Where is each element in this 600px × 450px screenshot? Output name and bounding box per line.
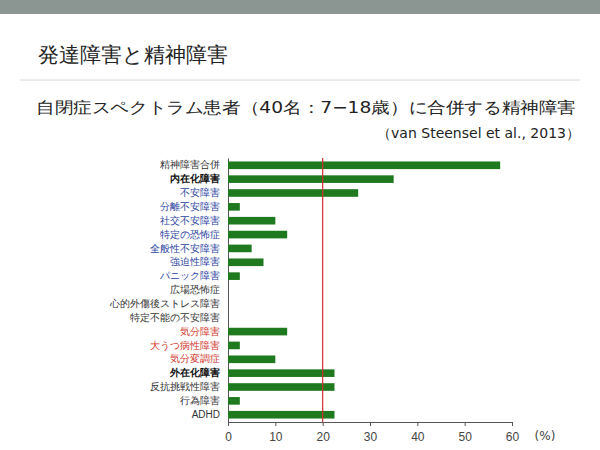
category-label: 特定の恐怖症 bbox=[160, 229, 220, 240]
y-tick: パニック障害 bbox=[159, 270, 220, 281]
y-tick: ADHD bbox=[192, 409, 220, 420]
slide: 発達障害と精神障害自閉症スペクトラム患者（40名：7−18歳）に合併する精神障害… bbox=[0, 0, 600, 450]
x-tick-label: 50 bbox=[458, 430, 472, 444]
category-label: 外在化障害 bbox=[169, 367, 220, 378]
x-tick-mark bbox=[323, 422, 324, 426]
y-tick: 強迫性障害 bbox=[170, 256, 220, 267]
bar bbox=[228, 383, 335, 391]
y-tick: 分離不安障害 bbox=[160, 201, 220, 212]
top-band bbox=[0, 0, 600, 14]
y-tick: 反抗挑戦性障害 bbox=[150, 381, 220, 392]
y-tick: 全般性不安障害 bbox=[150, 243, 220, 254]
bar bbox=[228, 300, 229, 308]
bar bbox=[228, 397, 240, 405]
bar bbox=[228, 245, 252, 253]
y-tick: 気分変調症 bbox=[170, 353, 220, 364]
x-tick-mark bbox=[417, 422, 418, 426]
category-label: 分離不安障害 bbox=[160, 201, 220, 212]
x-tick-label: 60 bbox=[506, 430, 520, 444]
x-tick-mark bbox=[465, 422, 466, 426]
y-tick: 内在化障害 bbox=[170, 173, 220, 184]
y-axis-line bbox=[228, 159, 229, 423]
title-rule bbox=[20, 80, 580, 81]
category-label: 特定不能の不安障害 bbox=[130, 312, 220, 323]
x-tick: 50 bbox=[458, 422, 472, 444]
bar bbox=[228, 314, 229, 322]
x-tick-label: 20 bbox=[316, 430, 330, 444]
category-label: 気分変調症 bbox=[170, 353, 220, 364]
y-tick: 社交不安障害 bbox=[160, 215, 220, 226]
bar bbox=[228, 175, 394, 183]
bar bbox=[228, 258, 264, 266]
category-label: 社交不安障害 bbox=[160, 215, 220, 226]
category-label: 大うつ病性障害 bbox=[150, 340, 220, 351]
category-label: 気分障害 bbox=[180, 326, 220, 337]
category-label: ADHD bbox=[192, 409, 220, 420]
y-tick: 心的外傷後ストレス障害 bbox=[109, 298, 220, 309]
y-tick: 不安障害 bbox=[180, 187, 220, 198]
category-label: 不安障害 bbox=[180, 187, 220, 198]
y-tick: 精神障害合併 bbox=[160, 159, 220, 170]
bar bbox=[228, 161, 500, 169]
category-label: 内在化障害 bbox=[170, 173, 220, 184]
chart-subtitle: （van Steensel et al., 2013） bbox=[377, 125, 580, 141]
x-tick-label: 40 bbox=[411, 430, 425, 444]
y-tick: 外在化障害 bbox=[169, 367, 220, 378]
y-axis: 精神障害合併内在化障害不安障害分離不安障害社交不安障害特定の恐怖症全般性不安障害… bbox=[109, 159, 229, 423]
bar bbox=[228, 272, 240, 280]
x-tick: 60 bbox=[506, 422, 520, 444]
bar bbox=[228, 369, 335, 377]
x-tick-label: 30 bbox=[364, 430, 378, 444]
category-label: 広場恐怖症 bbox=[170, 284, 220, 295]
category-label: 精神障害合併 bbox=[160, 159, 220, 170]
bar bbox=[228, 355, 275, 363]
y-tick: 特定の恐怖症 bbox=[160, 229, 220, 240]
x-tick: 40 bbox=[411, 422, 425, 444]
bar bbox=[228, 342, 240, 350]
x-tick: 0 bbox=[225, 422, 232, 444]
x-tick: 30 bbox=[364, 422, 378, 444]
y-tick: 大うつ病性障害 bbox=[150, 340, 220, 351]
x-tick-mark bbox=[512, 422, 513, 426]
category-label: 強迫性障害 bbox=[170, 256, 220, 267]
y-tick: 気分障害 bbox=[180, 326, 220, 337]
reference-line bbox=[322, 158, 323, 422]
y-tick: 行為障害 bbox=[180, 395, 220, 406]
chart-title: 自閉症スペクトラム患者（40名：7−18歳）に合併する精神障害 bbox=[36, 98, 576, 117]
x-tick: 10 bbox=[269, 422, 283, 444]
x-tick-label: 10 bbox=[269, 430, 283, 444]
bar bbox=[228, 286, 229, 294]
bar bbox=[228, 411, 335, 419]
y-tick: 広場恐怖症 bbox=[170, 284, 220, 295]
x-tick-mark bbox=[228, 422, 229, 426]
bar bbox=[228, 231, 287, 239]
x-axis-title: (%) bbox=[535, 429, 556, 443]
y-tick: 特定不能の不安障害 bbox=[130, 312, 220, 323]
category-label: 反抗挑戦性障害 bbox=[150, 381, 220, 392]
bar bbox=[228, 189, 358, 197]
category-label: 全般性不安障害 bbox=[150, 243, 220, 254]
category-label: 行為障害 bbox=[180, 395, 220, 406]
x-tick-label: 0 bbox=[225, 430, 232, 444]
bar bbox=[228, 217, 275, 225]
category-label: 心的外傷後ストレス障害 bbox=[109, 298, 220, 309]
plot-area bbox=[228, 158, 500, 422]
x-tick: 20 bbox=[316, 422, 330, 444]
bar bbox=[228, 328, 287, 336]
category-label: パニック障害 bbox=[159, 270, 220, 281]
x-tick-mark bbox=[275, 422, 276, 426]
x-tick-mark bbox=[370, 422, 371, 426]
x-axis: 0 10 20 30 40 50 60 bbox=[225, 422, 519, 444]
bar bbox=[228, 203, 240, 211]
slide-title: 発達障害と精神障害 bbox=[38, 43, 228, 67]
